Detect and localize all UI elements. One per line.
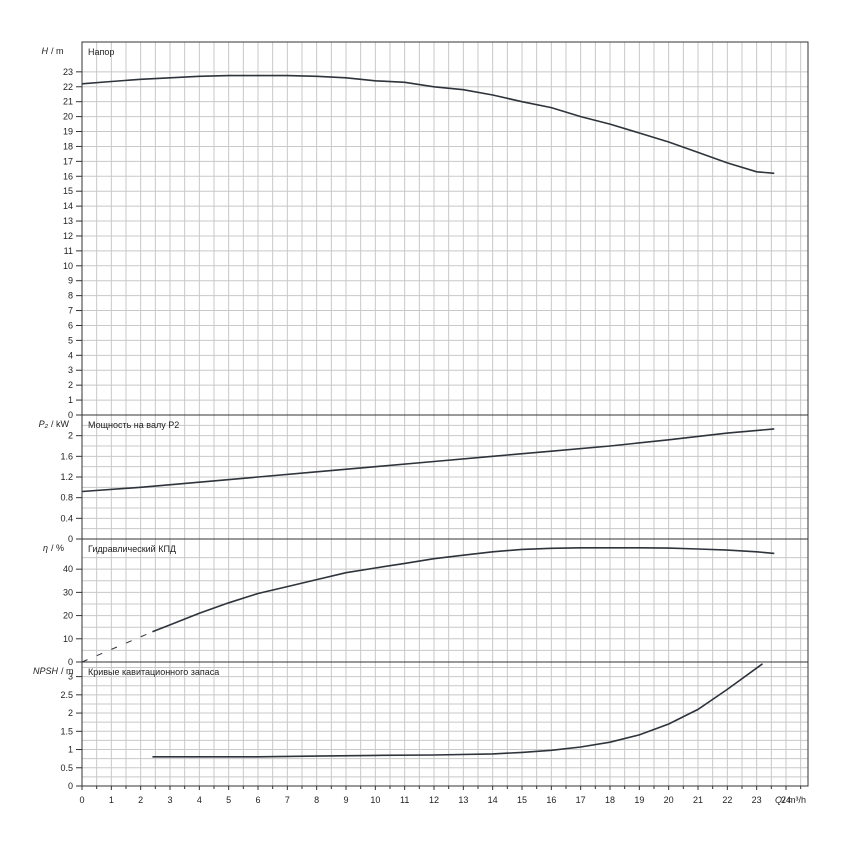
x-tick-label: 21 — [693, 795, 703, 805]
x-tick-label: 17 — [576, 795, 586, 805]
y-axis-symbol: H — [42, 46, 49, 56]
x-tick-label: 4 — [197, 795, 202, 805]
panel-frame — [81, 41, 809, 416]
series-line-extrapolated — [81, 631, 153, 663]
x-axis-unit: / m³/h — [783, 795, 806, 805]
y-axis-symbol: P₂ — [39, 419, 49, 429]
y-tick-label: 1.2 — [60, 472, 73, 482]
y-tick-label: 17 — [63, 156, 73, 166]
x-tick-label: 7 — [285, 795, 290, 805]
panel-title: Мощность на валу P2 — [88, 420, 179, 430]
y-tick-label: 3 — [68, 365, 73, 375]
x-tick-label: 24 — [781, 795, 791, 805]
x-tick-label: 6 — [255, 795, 260, 805]
series-line — [152, 663, 763, 758]
x-axis-symbol: Q — [775, 795, 782, 805]
panel-title: Напор — [88, 47, 114, 57]
chart-panel-3: 0 10 20 30 40 η / % Гидравлический КПД — [43, 538, 809, 667]
y-axis-unit: / % — [51, 543, 64, 553]
y-tick-label: 5 — [68, 335, 73, 345]
y-tick-label: 20 — [63, 611, 73, 621]
x-tick-label: 15 — [517, 795, 527, 805]
y-tick-label: 13 — [63, 216, 73, 226]
y-tick-label: 18 — [63, 141, 73, 151]
x-tick-label: 20 — [664, 795, 674, 805]
y-tick-label: 3 — [68, 672, 73, 682]
y-tick-label: 20 — [63, 112, 73, 122]
x-tick-label: 22 — [722, 795, 732, 805]
x-tick-label: 2 — [138, 795, 143, 805]
y-tick-label: 23 — [63, 67, 73, 77]
x-tick-label: 23 — [752, 795, 762, 805]
y-tick-label: 8 — [68, 291, 73, 301]
y-tick-label: 4 — [68, 350, 73, 360]
x-tick-label: 1 — [109, 795, 114, 805]
x-tick-label: 10 — [370, 795, 380, 805]
y-tick-label: 2 — [68, 380, 73, 390]
chart-panel-4: 0 0.5 1 1.5 2 2.5 3 NPSH / m Кривые кавитационног… — [33, 661, 809, 791]
x-axis: Q / m³/h 0 1 2 3 4 5 6 7 8 9 10 11 12 13 14 15 16 17 18 19 2… — [79, 786, 806, 805]
y-tick-label: 2 — [68, 431, 73, 441]
series-line — [81, 74, 775, 175]
y-axis-unit: / m — [51, 46, 64, 56]
y-tick-label: 6 — [68, 320, 73, 330]
y-tick-label: 1 — [68, 745, 73, 755]
y-tick-label: 10 — [63, 634, 73, 644]
y-tick-label: 15 — [63, 186, 73, 196]
x-tick-label: 13 — [458, 795, 468, 805]
y-tick-label: 1.6 — [60, 451, 73, 461]
y-tick-label: 21 — [63, 97, 73, 107]
y-tick-label: 0 — [68, 781, 73, 791]
series-line — [81, 428, 775, 493]
y-tick-label: 40 — [63, 564, 73, 574]
y-tick-label: 0 — [68, 657, 73, 667]
x-tick-label: 0 — [79, 795, 84, 805]
y-axis-unit: / kW — [51, 419, 70, 429]
series-line — [152, 547, 775, 633]
x-tick-label: 18 — [605, 795, 615, 805]
y-tick-label: 7 — [68, 306, 73, 316]
y-tick-label: 19 — [63, 127, 73, 137]
y-axis-symbol: η — [43, 543, 48, 553]
chart-panel-2: 0 0.4 0.8 1.2 1.6 2 P₂ / kW Мощность на валу P2 — [39, 414, 809, 544]
y-tick-label: 9 — [68, 276, 73, 286]
y-tick-label: 2 — [68, 708, 73, 718]
x-tick-label: 9 — [343, 795, 348, 805]
x-tick-label: 12 — [429, 795, 439, 805]
panel-title: Кривые кавитационного запаса — [88, 667, 219, 677]
y-tick-label: 30 — [63, 587, 73, 597]
y-tick-label: 16 — [63, 171, 73, 181]
y-tick-label: 2.5 — [60, 690, 73, 700]
panel-frame — [81, 661, 809, 787]
y-tick-label: 0.4 — [60, 513, 73, 523]
x-tick-label: 3 — [167, 795, 172, 805]
y-tick-label: 10 — [63, 261, 73, 271]
y-axis-unit: / m — [61, 666, 74, 676]
x-tick-label: 11 — [400, 795, 409, 805]
panel-title: Гидравлический КПД — [88, 544, 176, 554]
y-tick-label: 1 — [68, 395, 73, 405]
y-axis-symbol: NPSH — [33, 666, 59, 676]
y-tick-label: 0.8 — [60, 493, 73, 503]
y-tick-label: 0 — [68, 534, 73, 544]
y-tick-label: 22 — [63, 82, 73, 92]
y-tick-label: 14 — [63, 201, 73, 211]
y-tick-label: 1.5 — [60, 726, 73, 736]
x-tick-label: 19 — [634, 795, 644, 805]
y-tick-label: 12 — [63, 231, 73, 241]
y-tick-label: 11 — [64, 246, 73, 256]
x-tick-label: 14 — [488, 795, 498, 805]
y-tick-label: 0.5 — [60, 763, 73, 773]
y-tick-label: 0 — [68, 410, 73, 420]
x-tick-label: 5 — [226, 795, 231, 805]
x-tick-label: 8 — [314, 795, 319, 805]
x-tick-label: 16 — [546, 795, 556, 805]
